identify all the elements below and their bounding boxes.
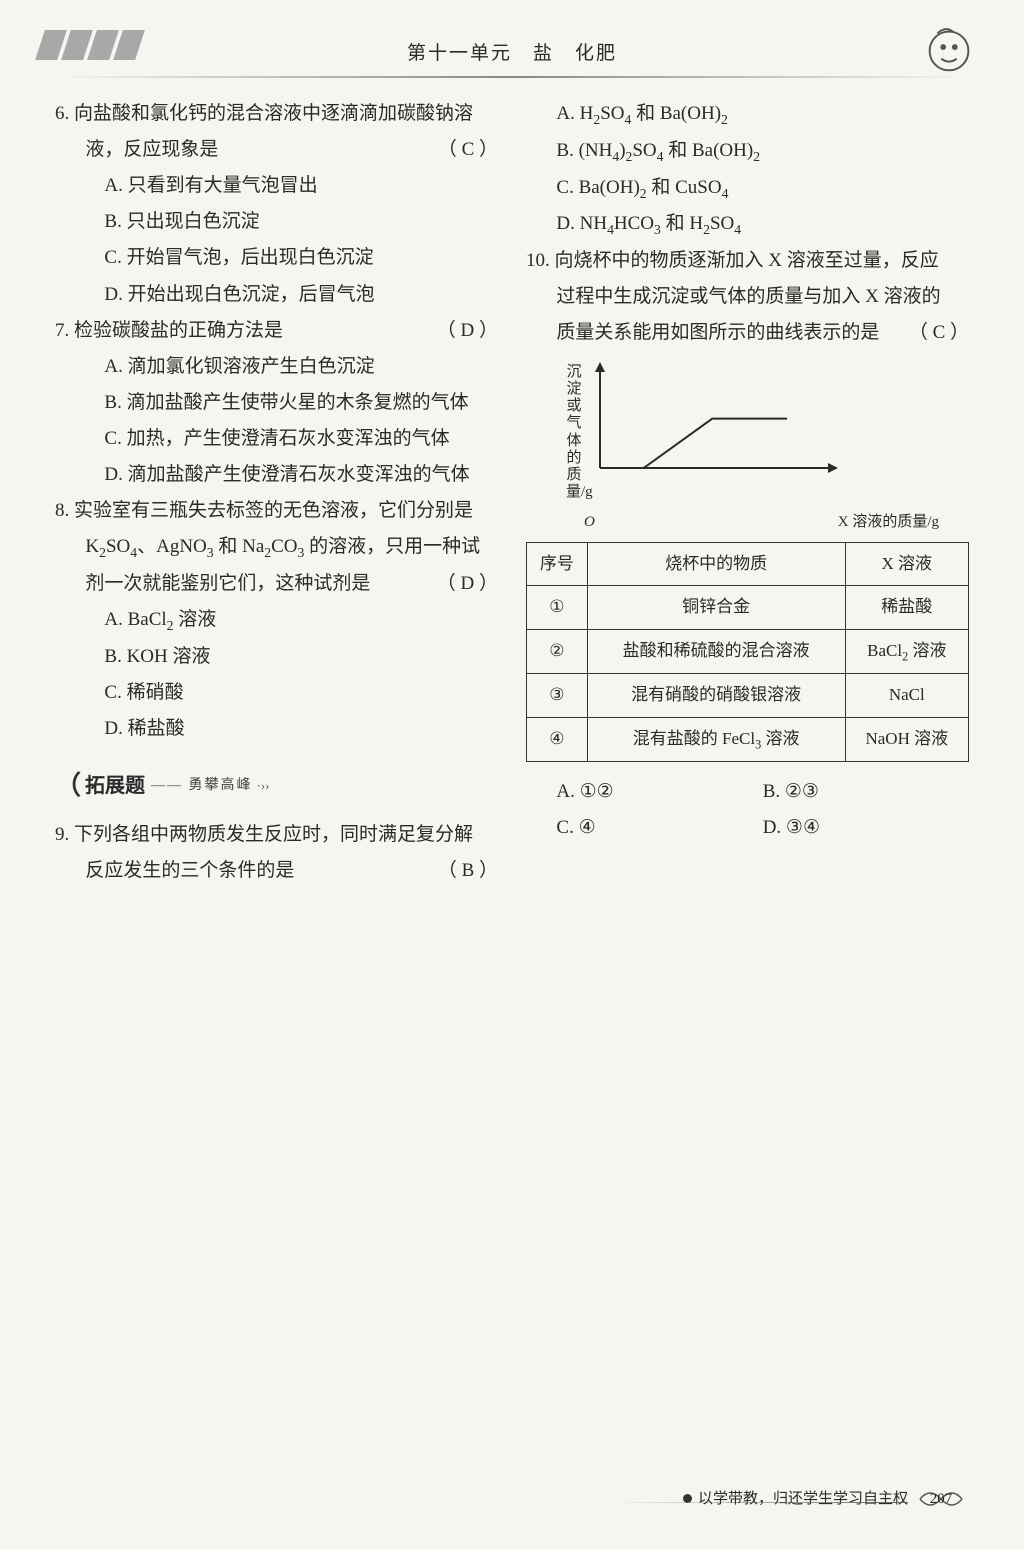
section-expand: （ 拓展题 —— 勇攀高峰 ·›› [55,761,498,810]
q6-answer: （ C ） [438,132,498,168]
table-row: ① 铜锌合金 稀盐酸 [527,586,969,629]
q8-opt-a: A. BaCl2 溶液 [55,602,498,639]
content-columns: 6. 向盐酸和氯化钙的混合溶液中逐滴滴加碳酸钠溶 液，反应现象是 （ C ） A… [55,96,969,889]
q10-ylabel: 沉淀或气体的质量/g [566,360,582,502]
table-row: ④ 混有盐酸的 FeCl3 溶液 NaOH 溶液 [527,717,969,762]
q10-opt-b: B. ②③ [763,774,969,810]
q10-opt-c: C. ④ [556,810,762,846]
q8-opt-c: C. 稀硝酸 [55,675,498,711]
q10-opt-a: A. ①② [556,774,762,810]
footer-line [608,1502,908,1503]
cell-bacl2: BaCl2 溶液 [845,629,968,674]
q10-chart-svg [582,360,842,480]
q9-answer: （ B ） [438,853,498,889]
q6-stem-1: 6. 向盐酸和氯化钙的混合溶液中逐滴滴加碳酸钠溶 [55,103,473,124]
q9-stem-1: 9. 下列各组中两物质发生反应时，同时满足复分解 [55,824,473,845]
section-sub: —— 勇攀高峰 [151,773,253,800]
title-underline [55,76,969,78]
left-column: 6. 向盐酸和氯化钙的混合溶液中逐滴滴加碳酸钠溶 液，反应现象是 （ C ） A… [55,96,498,889]
q10-opts-row2: C. ④ D. ③④ [526,810,969,846]
q6-opt-b: B. 只出现白色沉淀 [55,204,498,240]
q10-origin: O [584,508,595,537]
q10-xlabel-text: X 溶液的质量/g [838,514,939,530]
q10-stem-3: 质量关系能用如图所示的曲线表示的是 [556,322,879,343]
header-stripes [40,30,140,60]
bracket-icon: （ [55,761,81,810]
q10-table: 序号 烧杯中的物质 X 溶液 ① 铜锌合金 稀盐酸 ② 盐酸和稀硫酸的混合溶液 … [526,542,969,762]
q10-table-body: ① 铜锌合金 稀盐酸 ② 盐酸和稀硫酸的混合溶液 BaCl2 溶液 ③ 混有硝酸… [527,586,969,762]
q10-xlabel: O X 溶液的质量/g [526,508,969,537]
q9-opt-c: C. Ba(OH)2 和 CuSO4 [526,170,969,207]
q6-opt-c: C. 开始冒气泡，后出现白色沉淀 [55,240,498,276]
section-arrows-icon: ·›› [257,774,270,799]
q8-stem-2: K2SO4、AgNO3 和 Na2CO3 的溶液，只用一种试 [55,529,498,566]
q8-opt-b: B. KOH 溶液 [55,639,498,675]
q6-opt-d: D. 开始出现白色沉淀，后冒气泡 [55,277,498,313]
q10-opt-d: D. ③④ [763,810,969,846]
q7-answer: （ D ） [467,313,498,349]
question-10: 10. 向烧杯中的物质逐渐加入 X 溶液至过量，反应 过程中生成沉淀或气体的质量… [526,243,969,846]
q6-stem-2: 液，反应现象是 [85,139,218,160]
page-footer: 以学带教，归还学生学习自主权 207 [683,1485,964,1514]
q8-answer: （ D ） [437,566,498,602]
q7-opt-c: C. 加热，产生使澄清石灰水变浑浊的气体 [55,421,498,457]
table-header-row: 序号 烧杯中的物质 X 溶液 [527,543,969,586]
q7-opt-b: B. 滴加盐酸产生使带火星的木条复燃的气体 [55,385,498,421]
q9-opt-d: D. NH4HCO3 和 H2SO4 [526,206,969,243]
q10-opts-row1: A. ①② B. ②③ [526,774,969,810]
question-6: 6. 向盐酸和氯化钙的混合溶液中逐滴滴加碳酸钠溶 液，反应现象是 （ C ） A… [55,96,498,313]
right-column: A. H2SO4 和 Ba(OH)2 B. (NH4)2SO4 和 Ba(OH)… [526,96,969,889]
page-number: 207 [918,1485,964,1513]
q8-opt-d: D. 稀盐酸 [55,711,498,747]
q10-stem-1: 10. 向烧杯中的物质逐渐加入 X 溶液至过量，反应 [526,250,939,271]
q10-answer: （ C ） [909,315,969,351]
mascot-icon [918,18,980,80]
q8-stem-1: 8. 实验室有三瓶失去标签的无色溶液，它们分别是 [55,500,473,521]
q6-opt-a: A. 只看到有大量气泡冒出 [55,168,498,204]
q8-stem-3: 剂一次就能鉴别它们，这种试剂是 [85,573,370,594]
q9-opt-b: B. (NH4)2SO4 和 Ba(OH)2 [526,133,969,170]
col-x: X 溶液 [845,543,968,586]
table-row: ② 盐酸和稀硫酸的混合溶液 BaCl2 溶液 [527,629,969,674]
page-title: 第十一单元 盐 化肥 [55,36,969,72]
col-beaker: 烧杯中的物质 [587,543,845,586]
q10-stem-2: 过程中生成沉淀或气体的质量与加入 X 溶液的 [526,279,969,315]
q7-opt-a: A. 滴加氯化钡溶液产生白色沉淀 [55,349,498,385]
q7-opt-d: D. 滴加盐酸产生使澄清石灰水变浑浊的气体 [55,457,498,493]
cell-fecl3: 混有盐酸的 FeCl3 溶液 [587,717,845,762]
question-8: 8. 实验室有三瓶失去标签的无色溶液，它们分别是 K2SO4、AgNO3 和 N… [55,493,498,747]
footer-motto: 以学带教，归还学生学习自主权 [698,1485,908,1514]
q9-stem-2: 反应发生的三个条件的是 [85,860,294,881]
page-number-text: 207 [930,1485,953,1514]
q7-stem: 7. 检验碳酸盐的正确方法是 [55,320,283,341]
question-7: 7. 检验碳酸盐的正确方法是 （ D ） A. 滴加氯化钡溶液产生白色沉淀 B.… [55,313,498,493]
col-seq: 序号 [527,543,588,586]
section-label: 拓展题 [85,767,145,805]
table-row: ③ 混有硝酸的硝酸银溶液 NaCl [527,674,969,717]
question-9: 9. 下列各组中两物质发生反应时，同时满足复分解 反应发生的三个条件的是 （ B… [55,817,498,889]
q9-opt-a: A. H2SO4 和 Ba(OH)2 [526,96,969,133]
q10-chart: 沉淀或气体的质量/g [526,360,969,502]
